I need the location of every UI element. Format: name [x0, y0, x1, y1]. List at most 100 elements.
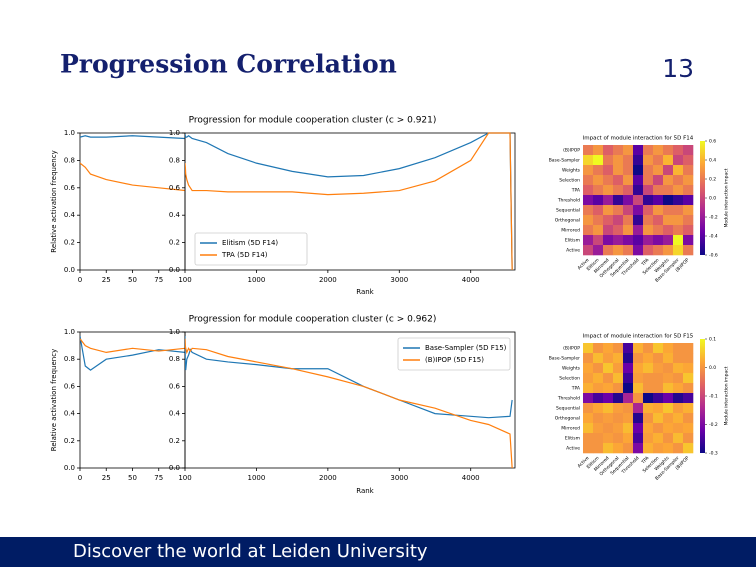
heatmap-cell — [663, 383, 674, 394]
heatmap-cell — [593, 145, 604, 156]
heatmap-cell — [603, 363, 614, 374]
heatmap-cell — [653, 433, 664, 444]
heatmap-cell — [583, 175, 594, 186]
heatmap-cell — [613, 185, 624, 196]
heatmap-cell — [643, 245, 654, 256]
heatmap-cell — [583, 423, 594, 434]
heatmap-cell — [673, 195, 684, 206]
y-tick-label: 0.8 — [169, 355, 180, 363]
heatmap-cell — [643, 373, 654, 384]
heatmap-cell — [603, 343, 614, 354]
heatmap-cell — [583, 245, 594, 256]
colorbar — [700, 141, 705, 255]
heatmap-cell — [603, 175, 614, 186]
heatmap-cell — [653, 403, 664, 414]
row-label: (B)IPOP — [563, 148, 580, 154]
y-tick-label: 0.4 — [64, 410, 76, 418]
heatmap-cell — [683, 235, 694, 246]
row-label: Active — [566, 248, 580, 254]
heatmap-cell — [583, 433, 594, 444]
colorbar-tick-label: 0.0 — [709, 365, 716, 371]
heatmap-cell — [633, 185, 644, 196]
heatmap-cell — [673, 175, 684, 186]
x-tick-label: 3000 — [390, 474, 408, 482]
heatmap-cell — [623, 145, 634, 156]
heatmap-cell — [643, 433, 654, 444]
row-label: Elitism — [565, 238, 580, 244]
y-axis-label: Relative activation frequency — [50, 150, 58, 252]
series-line — [185, 132, 513, 271]
heatmap-cell — [653, 353, 664, 364]
heatmap-cell — [593, 215, 604, 226]
heatmap-cell — [663, 353, 674, 364]
colorbar — [700, 339, 705, 453]
colorbar-label: Module interaction impact — [724, 168, 730, 227]
y-tick-label: 0.2 — [169, 437, 180, 445]
heatmap-cell — [603, 145, 614, 156]
row-label: Threshold — [557, 396, 580, 402]
heatmap-cell — [673, 373, 684, 384]
heatmap-cell — [613, 373, 624, 384]
series-line — [185, 336, 513, 419]
heatmap-cell — [593, 165, 604, 176]
heatmap-cell — [673, 353, 684, 364]
y-tick-label: 0.8 — [169, 156, 180, 164]
heatmap-cell — [613, 363, 624, 374]
heatmap-cell — [613, 443, 624, 454]
heatmap-cell — [683, 443, 694, 454]
footer-bar — [0, 537, 756, 567]
series-line — [80, 135, 185, 140]
series-line — [185, 338, 513, 469]
heatmap-cell — [683, 155, 694, 166]
heatmap-title: Impact of module interaction for 5D F15 — [583, 334, 694, 340]
heatmap-cell — [663, 145, 674, 156]
row-label: (B)IPOP — [563, 346, 580, 352]
heatmap-cell — [653, 373, 664, 384]
heatmap-cell — [643, 205, 654, 216]
heatmap-cell — [633, 245, 644, 256]
heatmap-cell — [593, 413, 604, 424]
heatmap-cell — [673, 393, 684, 404]
heatmap-cell — [623, 423, 634, 434]
heatmap-cell — [663, 363, 674, 374]
legend-label: Base-Sampler (5D F15) — [425, 344, 507, 352]
heatmap-cell — [673, 403, 684, 414]
heatmap-cell — [603, 413, 614, 424]
heatmap-cell — [643, 195, 654, 206]
heatmap-cell — [643, 225, 654, 236]
heatmap-cell — [613, 145, 624, 156]
heatmap-cell — [623, 235, 634, 246]
row-label: Elitism — [565, 436, 580, 442]
heatmap-cell — [593, 383, 604, 394]
heatmap-cell — [623, 433, 634, 444]
heatmap-cell — [683, 383, 694, 394]
heatmap-cell — [583, 145, 594, 156]
heatmap-cell — [603, 235, 614, 246]
heatmap-cell — [653, 225, 664, 236]
heatmap-cell — [653, 245, 664, 256]
heatmap-cell — [653, 145, 664, 156]
heatmap-cell — [673, 235, 684, 246]
heatmap-cell — [603, 353, 614, 364]
heatmap-cell — [613, 155, 624, 166]
heatmap-cell — [673, 443, 684, 454]
heatmap-cell — [613, 175, 624, 186]
y-tick-label: 0.0 — [169, 266, 180, 274]
heatmap-cell — [603, 185, 614, 196]
heatmap-cell — [613, 393, 624, 404]
heatmap-cell — [633, 433, 644, 444]
heatmap-cell — [663, 423, 674, 434]
heatmap-cell — [613, 195, 624, 206]
heatmap-cell — [683, 373, 694, 384]
x-tick-label: 25 — [102, 276, 111, 284]
row-label: Orthogonal — [555, 218, 580, 224]
heatmap-cell — [643, 175, 654, 186]
colorbar-label: Module interaction impact — [724, 366, 730, 425]
colorbar-tick-label: 0.0 — [709, 196, 716, 202]
heatmap-cell — [613, 245, 624, 256]
heatmap-cell — [593, 363, 604, 374]
heatmap-cell — [683, 225, 694, 236]
y-tick-label: 1.0 — [169, 328, 180, 336]
heatmap-cell — [643, 363, 654, 374]
series-line — [80, 335, 185, 371]
